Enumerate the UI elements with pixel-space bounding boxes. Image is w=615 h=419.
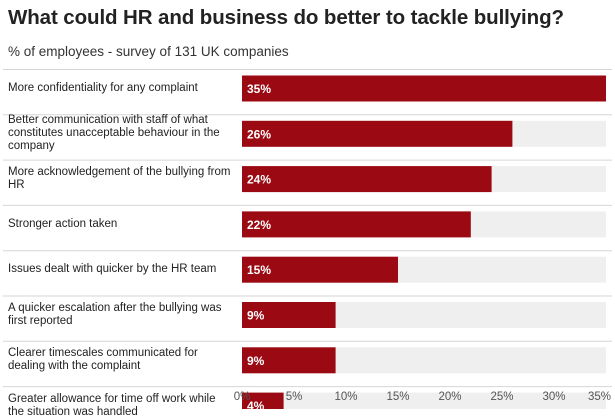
- category-label: More confidentiality for any complaint: [8, 82, 198, 94]
- bar: [242, 392, 284, 409]
- x-tick-label: 35%: [588, 391, 611, 403]
- bar: [242, 211, 471, 238]
- bar: [242, 166, 492, 193]
- chart-subtitle: % of employees - survey of 131 UK compan…: [8, 44, 289, 59]
- bar-value-label: 26%: [247, 127, 271, 141]
- x-tick-label: 10%: [334, 391, 357, 403]
- x-tick-label: 5%: [286, 391, 303, 403]
- x-tick-label: 30%: [542, 391, 565, 403]
- category-label: Clearer timescales communicated for deal…: [8, 347, 198, 373]
- bar: [242, 256, 398, 283]
- bar-value-label: 35%: [247, 82, 271, 96]
- bar-value-label: 4%: [247, 399, 265, 409]
- bar-track: [242, 392, 606, 409]
- category-label: Issues dealt with quicker by the HR team: [8, 263, 217, 276]
- x-tick-label: 20%: [438, 391, 461, 403]
- category-label: A quicker escalation after the bullying …: [8, 302, 222, 327]
- bar-value-label: 24%: [247, 173, 271, 187]
- bar-value-label: 9%: [247, 354, 265, 368]
- bar-value-label: 15%: [247, 263, 271, 277]
- x-tick-label: 25%: [490, 391, 513, 403]
- category-label: More acknowledgement of the bullying fro…: [8, 166, 231, 192]
- bar-value-label: 9%: [247, 309, 265, 323]
- bar: [242, 302, 336, 328]
- category-label: Better communication with staff of what …: [8, 114, 220, 153]
- category-label: Greater allowance for time off work whil…: [8, 392, 216, 418]
- bar: [242, 347, 336, 374]
- category-label: Stronger action taken: [8, 217, 118, 230]
- bar-chart: 35% 26% 24% 22% 15% 9% 9% 4%0% 5% 10% 15% 20% 25% 30%…: [3, 69, 612, 409]
- bar: [242, 120, 513, 147]
- chart-title: What could HR and business do better to …: [8, 6, 564, 29]
- bar: [242, 75, 606, 102]
- x-tick-label: 0%: [234, 391, 251, 403]
- bar-value-label: 22%: [247, 218, 271, 232]
- x-tick-label: 15%: [386, 391, 409, 403]
